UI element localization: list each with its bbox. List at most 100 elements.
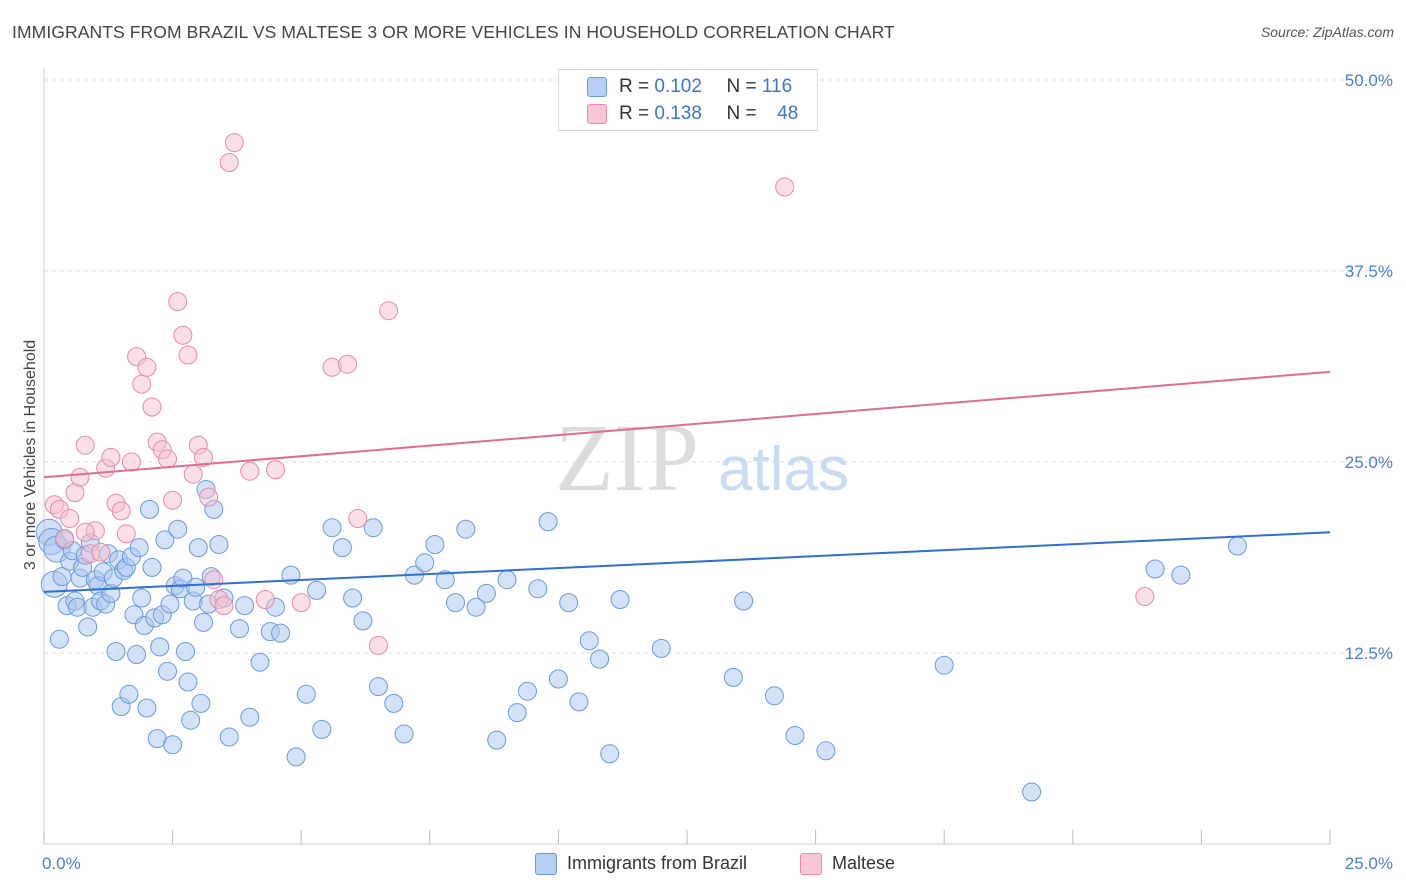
maltese-point-45 xyxy=(775,177,795,197)
maltese-point-30 xyxy=(199,487,219,507)
maltese-point-15 xyxy=(121,452,141,472)
brazil-point-89 xyxy=(415,553,435,573)
maltese-point-2 xyxy=(55,528,75,548)
brazil-point-108 xyxy=(610,590,630,609)
maltese-point-31 xyxy=(204,570,224,590)
brazil-point-54 xyxy=(178,672,198,692)
maltese-point-24 xyxy=(168,292,188,312)
brazil-point-105 xyxy=(579,631,599,651)
brazil-point-87 xyxy=(394,724,414,744)
legend-swatch-maltese xyxy=(800,853,822,875)
maltese-point-43 xyxy=(368,635,388,655)
brazil-point-53 xyxy=(176,642,195,661)
brazil-point-107 xyxy=(600,744,620,764)
brazil-point-102 xyxy=(548,669,568,689)
brazil-point-43 xyxy=(150,637,170,657)
brazil-point-47 xyxy=(160,594,180,614)
maltese-point-9 xyxy=(91,542,111,562)
brazil-point-90 xyxy=(425,535,445,554)
r-value: 0.102 xyxy=(654,76,702,97)
brazil-point-79 xyxy=(312,719,332,739)
brazil-point-96 xyxy=(487,730,507,750)
brazil-point-91 xyxy=(435,570,455,590)
brazil-point-59 xyxy=(191,693,211,713)
trend-line-brazil xyxy=(43,531,1331,593)
brazil-point-77 xyxy=(296,684,316,704)
maltese-point-41 xyxy=(338,354,357,374)
brazil-point-113 xyxy=(785,726,805,745)
brazil-point-60 xyxy=(194,612,213,632)
correlation-legend: R = 0.102 N = 116 R = 0.138 N = 48 xyxy=(558,69,818,131)
maltese-point-35 xyxy=(224,133,244,153)
brazil-point-71 xyxy=(250,652,270,672)
brazil-point-86 xyxy=(384,693,404,713)
maltese-point-33 xyxy=(214,596,234,616)
series-maltese-points xyxy=(44,133,1155,655)
brazil-point-45 xyxy=(155,530,175,550)
brazil-point-65 xyxy=(209,535,229,554)
brazil-point-68 xyxy=(230,619,249,639)
brazil-point-78 xyxy=(307,580,327,600)
watermark-atlas: atlas xyxy=(718,435,849,504)
brazil-point-74 xyxy=(271,623,291,643)
maltese-point-5 xyxy=(70,467,90,487)
brazil-point-55 xyxy=(181,710,201,730)
source-label: Source: ZipAtlas.com xyxy=(1260,24,1394,40)
brazil-point-114 xyxy=(816,741,836,761)
brazil-point-111 xyxy=(734,591,754,611)
r-label: R = xyxy=(619,103,650,124)
brazil-point-117 xyxy=(1145,559,1165,579)
maltese-point-36 xyxy=(240,461,260,481)
maltese-point-34 xyxy=(219,153,239,172)
n-value: 116 xyxy=(761,76,793,97)
brazil-point-69 xyxy=(235,596,255,616)
brazil-point-104 xyxy=(569,692,589,712)
brazil-point-115 xyxy=(934,655,954,675)
y-axis-label: 3 or more Vehicles in Household xyxy=(22,340,39,570)
maltese-point-3 xyxy=(60,509,80,528)
brazil-point-35 xyxy=(129,538,149,558)
x-tick-label-0: 0.0% xyxy=(42,854,81,873)
brazil-point-94 xyxy=(466,597,486,617)
maltese-point-18 xyxy=(137,357,157,377)
grid-lines xyxy=(44,79,1392,654)
watermark: ZIP atlas xyxy=(555,404,849,511)
brazil-point-82 xyxy=(343,588,363,608)
brazil-point-58 xyxy=(188,538,208,558)
r-value: 0.138 xyxy=(654,103,702,124)
maltese-point-26 xyxy=(178,345,198,365)
watermark-zip: ZIP xyxy=(555,404,699,511)
brazil-point-110 xyxy=(723,667,743,687)
maltese-point-38 xyxy=(266,460,285,480)
brazil-point-93 xyxy=(456,519,476,539)
brazil-point-118 xyxy=(1171,565,1191,585)
legend-label-maltese: Maltese xyxy=(832,853,896,873)
brazil-point-84 xyxy=(363,518,383,538)
brazil-point-119 xyxy=(1227,536,1247,556)
maltese-point-44 xyxy=(379,301,399,321)
brazil-point-106 xyxy=(590,649,610,669)
n-value: 48 xyxy=(777,103,799,124)
legend-swatch-maltese xyxy=(587,104,607,124)
maltese-point-23 xyxy=(163,490,183,510)
brazil-point-76 xyxy=(286,747,306,767)
r-label: R = xyxy=(619,76,650,97)
maltese-point-46 xyxy=(1135,587,1155,606)
trend-line-maltese xyxy=(43,370,1331,479)
brazil-point-46 xyxy=(158,661,177,681)
brazil-point-34 xyxy=(127,645,147,664)
maltese-point-29 xyxy=(194,447,213,467)
maltese-point-25 xyxy=(173,325,193,345)
maltese-point-39 xyxy=(291,593,311,613)
brazil-point-31 xyxy=(119,684,139,704)
brazil-point-85 xyxy=(368,677,388,697)
brazil-point-52 xyxy=(173,568,193,588)
brazil-point-4 xyxy=(49,629,69,649)
brazil-point-95 xyxy=(476,583,496,603)
axes xyxy=(43,68,1331,845)
brazil-point-112 xyxy=(764,686,784,706)
maltese-point-40 xyxy=(322,357,342,377)
legend-swatch-brazil xyxy=(587,77,607,97)
brazil-point-98 xyxy=(507,703,527,723)
maltese-point-37 xyxy=(255,590,275,609)
